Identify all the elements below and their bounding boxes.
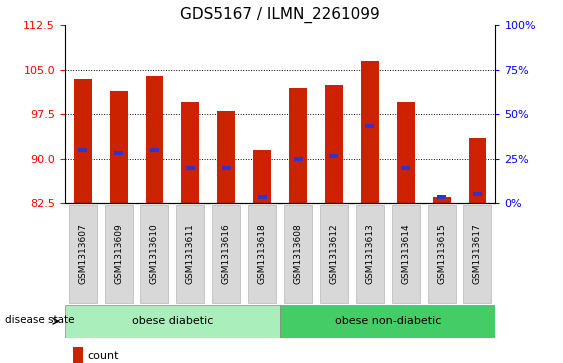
FancyBboxPatch shape — [320, 205, 348, 303]
Bar — [222, 166, 231, 170]
Text: GSM1313607: GSM1313607 — [78, 224, 87, 285]
FancyBboxPatch shape — [356, 205, 384, 303]
Text: disease state: disease state — [5, 315, 75, 325]
Bar — [365, 124, 374, 128]
Text: obese diabetic: obese diabetic — [132, 316, 213, 326]
Bar — [114, 151, 123, 155]
Bar — [361, 61, 379, 203]
Bar — [145, 76, 163, 203]
Bar — [473, 192, 482, 196]
Bar — [397, 102, 415, 203]
FancyBboxPatch shape — [105, 205, 132, 303]
FancyBboxPatch shape — [428, 205, 455, 303]
Title: GDS5167 / ILMN_2261099: GDS5167 / ILMN_2261099 — [180, 7, 380, 23]
Bar — [253, 150, 271, 203]
Bar — [74, 79, 92, 203]
FancyBboxPatch shape — [69, 205, 97, 303]
Text: GSM1313609: GSM1313609 — [114, 224, 123, 285]
FancyBboxPatch shape — [212, 205, 240, 303]
Text: GSM1313615: GSM1313615 — [437, 224, 446, 285]
Bar — [110, 91, 128, 203]
Text: GSM1313616: GSM1313616 — [222, 224, 231, 285]
Bar — [325, 85, 343, 203]
Bar — [258, 195, 267, 199]
Bar — [73, 347, 83, 363]
Bar — [150, 148, 159, 152]
Text: GSM1313618: GSM1313618 — [258, 224, 267, 285]
FancyBboxPatch shape — [65, 305, 280, 338]
Text: GSM1313613: GSM1313613 — [365, 224, 374, 285]
Bar — [432, 197, 450, 203]
FancyBboxPatch shape — [280, 305, 495, 338]
Bar — [468, 138, 486, 203]
Bar — [186, 166, 195, 170]
Text: GSM1313608: GSM1313608 — [293, 224, 302, 285]
Bar — [293, 157, 302, 161]
FancyBboxPatch shape — [141, 205, 168, 303]
FancyBboxPatch shape — [248, 205, 276, 303]
Text: count: count — [87, 351, 119, 361]
FancyBboxPatch shape — [463, 205, 491, 303]
Text: GSM1313612: GSM1313612 — [329, 224, 338, 285]
Text: obese non-diabetic: obese non-diabetic — [334, 316, 441, 326]
Bar — [217, 111, 235, 203]
Bar — [181, 102, 199, 203]
Bar — [78, 148, 87, 152]
Text: GSM1313611: GSM1313611 — [186, 224, 195, 285]
Bar — [437, 195, 446, 199]
FancyBboxPatch shape — [392, 205, 419, 303]
FancyBboxPatch shape — [176, 205, 204, 303]
Text: GSM1313610: GSM1313610 — [150, 224, 159, 285]
Text: GSM1313614: GSM1313614 — [401, 224, 410, 285]
Bar — [401, 166, 410, 170]
Bar — [329, 154, 338, 158]
Text: GSM1313617: GSM1313617 — [473, 224, 482, 285]
Bar — [289, 87, 307, 203]
FancyBboxPatch shape — [284, 205, 312, 303]
